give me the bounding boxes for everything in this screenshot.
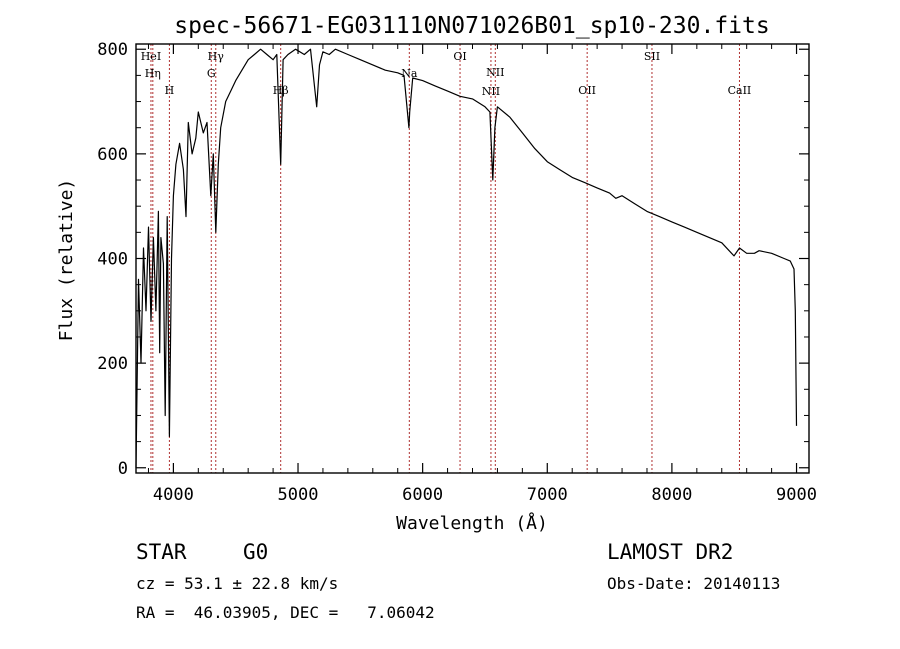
spectral-line-label: OII	[578, 84, 596, 97]
observation-date: Obs-Date: 20140113	[607, 574, 781, 593]
x-tick-label: 6000	[402, 485, 443, 505]
spectral-line-label: HeI	[141, 50, 161, 63]
y-tick-label: 0	[118, 459, 128, 479]
spectral-line-label: OI	[453, 50, 466, 63]
spectral-line-label: NII	[482, 85, 500, 98]
spectral-line-label: Hγ	[208, 50, 225, 63]
spectral-line-label: H	[165, 84, 175, 97]
y-tick-label: 600	[97, 145, 128, 165]
spectral-line-label: Na	[401, 67, 418, 80]
x-axis-label: Wavelength (Å)	[396, 512, 548, 534]
survey-name: LAMOST DR2	[607, 540, 734, 564]
spectral-line-label: G	[207, 67, 216, 80]
chart-title: spec-56671-EG031110N071026B01_sp10-230.f…	[174, 13, 769, 39]
spectral-line-label: NII	[486, 66, 504, 79]
coordinates: RA = 46.03905, DEC = 7.06042	[136, 603, 435, 622]
x-tick-label: 9000	[776, 485, 817, 505]
plot-frame	[135, 43, 810, 474]
object-subclass: G0	[243, 540, 269, 564]
y-axis-label: Flux (relative)	[56, 179, 77, 342]
object-class: STAR	[136, 540, 187, 564]
spectrum-line	[135, 48, 798, 468]
x-tick-label: 5000	[278, 485, 319, 505]
spectral-line-label: CaII	[728, 84, 752, 97]
spectral-line-label: SII	[644, 50, 660, 63]
spectral-line-label: Hβ	[273, 84, 289, 97]
axis-ticks: 4000 5000 6000 7000 8000 9000 0 200 400 600 800	[97, 40, 817, 505]
x-tick-label: 8000	[651, 485, 692, 505]
redshift-cz: cz = 53.1 ± 22.8 km/s	[136, 574, 339, 593]
x-tick-label: 7000	[527, 485, 568, 505]
y-tick-label: 200	[97, 354, 128, 374]
y-tick-label: 800	[97, 40, 128, 60]
y-tick-label: 400	[97, 250, 128, 270]
spectral-line-markers: HeI Hη H Hγ G Hβ Na OI NII NII OII SII CaII	[141, 44, 752, 473]
spectral-line-label: Hη	[145, 67, 161, 80]
x-tick-label: 4000	[153, 485, 194, 505]
